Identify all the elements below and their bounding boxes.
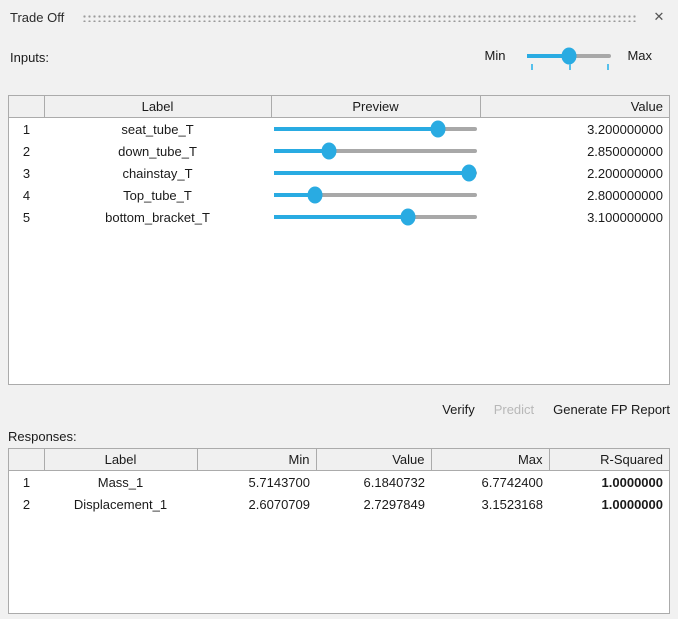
- input-value[interactable]: 3.200000000: [587, 121, 663, 137]
- panel-titlebar: Trade Off ✕: [0, 0, 678, 34]
- responses-table-header-row: Label Min Value Max R-Squared: [9, 449, 669, 471]
- input-value[interactable]: 2.800000000: [587, 187, 663, 203]
- input-preview-cell: [271, 118, 480, 141]
- responses-table-row[interactable]: 1 Mass_1 5.7143700 6.1840732 6.7742400 1…: [9, 471, 669, 494]
- input-label: down_tube_T: [118, 143, 197, 159]
- col-header-value: Value: [480, 96, 669, 118]
- minmax-slider[interactable]: [527, 44, 612, 78]
- inputs-table-row[interactable]: 3 chainstay_T 2.200000000: [9, 162, 669, 184]
- input-preview-cell: [271, 184, 480, 206]
- action-buttons: Verify Predict Generate FP Report: [442, 402, 670, 417]
- col-header-min: Min: [197, 449, 317, 471]
- response-max: 6.7742400: [481, 474, 543, 490]
- generate-fp-report-button[interactable]: Generate FP Report: [553, 402, 670, 417]
- slider-ticks: [527, 64, 611, 71]
- inputs-header: Inputs: Min Max: [10, 44, 668, 78]
- input-preview-slider[interactable]: [274, 186, 477, 204]
- col-header-preview: Preview: [271, 96, 481, 118]
- response-r-squared: 1.0000000: [601, 496, 663, 512]
- close-icon[interactable]: ✕: [653, 9, 665, 24]
- col-header-r-squared: R-Squared: [549, 449, 669, 471]
- verify-button[interactable]: Verify: [442, 402, 475, 417]
- response-value: 2.7297849: [363, 496, 425, 512]
- col-header-label: Label: [44, 449, 198, 471]
- response-r-squared: 1.0000000: [601, 474, 663, 490]
- slider-thumb-icon[interactable]: [307, 186, 323, 204]
- panel-title: Trade Off: [10, 9, 65, 25]
- slider-fill: [274, 215, 408, 219]
- input-label: bottom_bracket_T: [105, 209, 210, 225]
- response-min: 5.7143700: [248, 474, 310, 490]
- inputs-table-row[interactable]: 4 Top_tube_T 2.800000000: [9, 184, 669, 206]
- slider-fill: [274, 193, 315, 197]
- input-preview-cell: [271, 140, 480, 162]
- input-preview-slider[interactable]: [274, 142, 477, 160]
- inputs-table-row[interactable]: 1 seat_tube_T 3.200000000: [9, 118, 669, 141]
- input-preview-slider[interactable]: [274, 164, 477, 182]
- responses-table-row[interactable]: 2 Displacement_1 2.6070709 2.7297849 3.1…: [9, 493, 669, 515]
- minmax-slider-track[interactable]: [527, 47, 612, 65]
- row-number: 3: [22, 165, 31, 181]
- input-label: seat_tube_T: [121, 121, 194, 137]
- response-value: 6.1840732: [363, 474, 425, 490]
- inputs-section-label: Inputs:: [10, 50, 50, 65]
- col-header-index: [9, 96, 45, 118]
- input-label: Top_tube_T: [123, 187, 192, 203]
- slider-thumb-icon[interactable]: [430, 120, 446, 138]
- input-label: chainstay_T: [122, 165, 193, 181]
- response-label: Mass_1: [97, 474, 144, 490]
- inputs-table: Label Preview Value 1 seat_tube_T 3.2000…: [8, 95, 670, 385]
- col-header-label: Label: [44, 96, 272, 118]
- input-preview-cell: [271, 162, 480, 184]
- slider-thumb-icon[interactable]: [321, 142, 337, 160]
- response-label: Displacement_1: [73, 496, 168, 512]
- slider-fill: [274, 127, 439, 131]
- inputs-table-row[interactable]: 2 down_tube_T 2.850000000: [9, 140, 669, 162]
- slider-fill: [274, 149, 329, 153]
- max-label: Max: [627, 48, 652, 63]
- input-preview-slider[interactable]: [274, 208, 477, 226]
- min-label: Min: [484, 48, 506, 63]
- inputs-table-header-row: Label Preview Value: [9, 96, 669, 118]
- slider-thumb-icon[interactable]: [561, 47, 577, 65]
- col-header-max: Max: [431, 449, 550, 471]
- responses-section-label: Responses:: [8, 429, 77, 444]
- responses-table: Label Min Value Max R-Squared 1 Mass_1 5…: [8, 448, 670, 614]
- minmax-slider-group: Min Max: [484, 44, 652, 78]
- row-number: 1: [22, 474, 31, 490]
- row-number: 2: [22, 143, 31, 159]
- row-number: 5: [22, 209, 31, 225]
- response-min: 2.6070709: [248, 496, 310, 512]
- input-value[interactable]: 2.850000000: [587, 143, 663, 159]
- slider-thumb-icon[interactable]: [400, 208, 416, 226]
- col-header-value: Value: [316, 449, 432, 471]
- input-preview-slider[interactable]: [274, 120, 477, 138]
- input-value[interactable]: 2.200000000: [587, 165, 663, 181]
- inputs-table-row[interactable]: 5 bottom_bracket_T 3.100000000: [9, 206, 669, 228]
- slider-fill: [527, 54, 570, 58]
- predict-button[interactable]: Predict: [493, 402, 535, 417]
- drag-handle-icon[interactable]: [82, 12, 636, 22]
- input-value[interactable]: 3.100000000: [587, 209, 663, 225]
- row-number: 2: [22, 496, 31, 512]
- response-max: 3.1523168: [481, 496, 543, 512]
- input-preview-cell: [271, 206, 480, 228]
- row-number: 1: [22, 121, 31, 137]
- slider-thumb-icon[interactable]: [461, 164, 477, 182]
- col-header-index: [9, 449, 45, 471]
- row-number: 4: [22, 187, 31, 203]
- slider-fill: [274, 171, 469, 175]
